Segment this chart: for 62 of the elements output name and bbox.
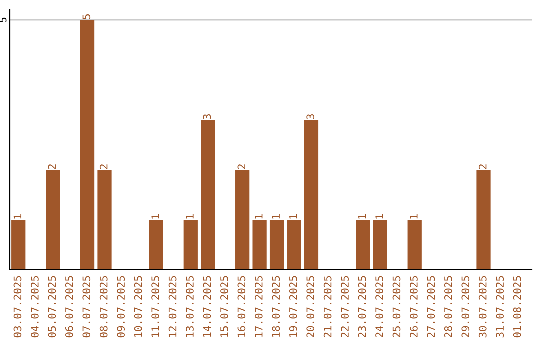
data-label: 1 [358,214,366,219]
bar [373,220,388,270]
bar [149,220,164,270]
bar [12,220,26,270]
x-tick-label: 07.07.2025 [82,276,91,338]
data-label: 2 [238,164,246,170]
x-tick-label: 14.07.2025 [203,276,212,338]
data-label: 2 [100,164,108,170]
bar [287,220,302,270]
bar [252,220,267,270]
bar [304,120,319,270]
x-tick-label: 21.07.2025 [324,276,332,338]
x-tick-label: 11.07.2025 [152,276,160,338]
x-tick-label: 13.07.2025 [186,276,194,338]
bar [98,170,112,270]
data-label: 2 [478,164,487,170]
bar [184,220,198,270]
x-tick-label: 06.07.2025 [65,276,74,338]
x-tick-label: 25.07.2025 [392,276,401,338]
bar [476,170,491,270]
x-tick-label: 27.07.2025 [427,276,436,338]
data-label: 1 [152,214,160,219]
x-tick-label: 30.07.2025 [478,276,487,338]
x-tick-label: 19.07.2025 [289,276,298,338]
x-tick-label: 28.07.2025 [444,276,452,338]
x-tick-label: 18.07.2025 [272,276,280,338]
data-label: 5 [82,14,91,20]
x-tick-label: 04.07.2025 [31,276,39,338]
data-label: 1 [186,214,194,219]
bar [408,220,422,270]
data-label: 3 [306,114,315,120]
bar [356,220,370,270]
data-label: 1 [376,214,384,219]
x-tick-label: 17.07.2025 [254,276,263,338]
x-tick-label: 23.07.2025 [358,276,366,338]
x-tick-label: 05.07.2025 [48,276,56,338]
bar [236,170,250,270]
x-tick-label: 12.07.2025 [168,276,177,338]
data-label: 1 [272,214,280,219]
x-tick-label: 29.07.2025 [462,276,470,338]
x-tick-label: 10.07.2025 [134,276,142,338]
x-tick-label: 15.07.2025 [220,276,228,338]
x-tick-label: 31.07.2025 [496,276,504,338]
x-tick-label: 22.07.2025 [341,276,349,338]
bar [270,220,284,270]
x-tick-label: 08.07.2025 [100,276,108,338]
bar [46,170,60,270]
bar [201,120,216,270]
x-tick-label: 03.07.2025 [14,276,22,338]
x-tick-label: 09.07.2025 [117,276,126,338]
data-label: 2 [48,164,56,170]
bar [80,20,95,270]
x-tick-label: 26.07.2025 [410,276,418,338]
data-label: 3 [203,114,212,120]
x-tick-label: 01.08.2025 [513,276,522,338]
x-tick-label: 24.07.2025 [376,276,384,338]
data-label: 1 [290,214,298,219]
data-label: 1 [255,214,263,219]
data-label: 1 [14,214,22,219]
x-tick-label: 16.07.2025 [238,276,246,338]
x-tick-label: 20.07.2025 [306,276,315,338]
data-label: 1 [410,214,418,219]
